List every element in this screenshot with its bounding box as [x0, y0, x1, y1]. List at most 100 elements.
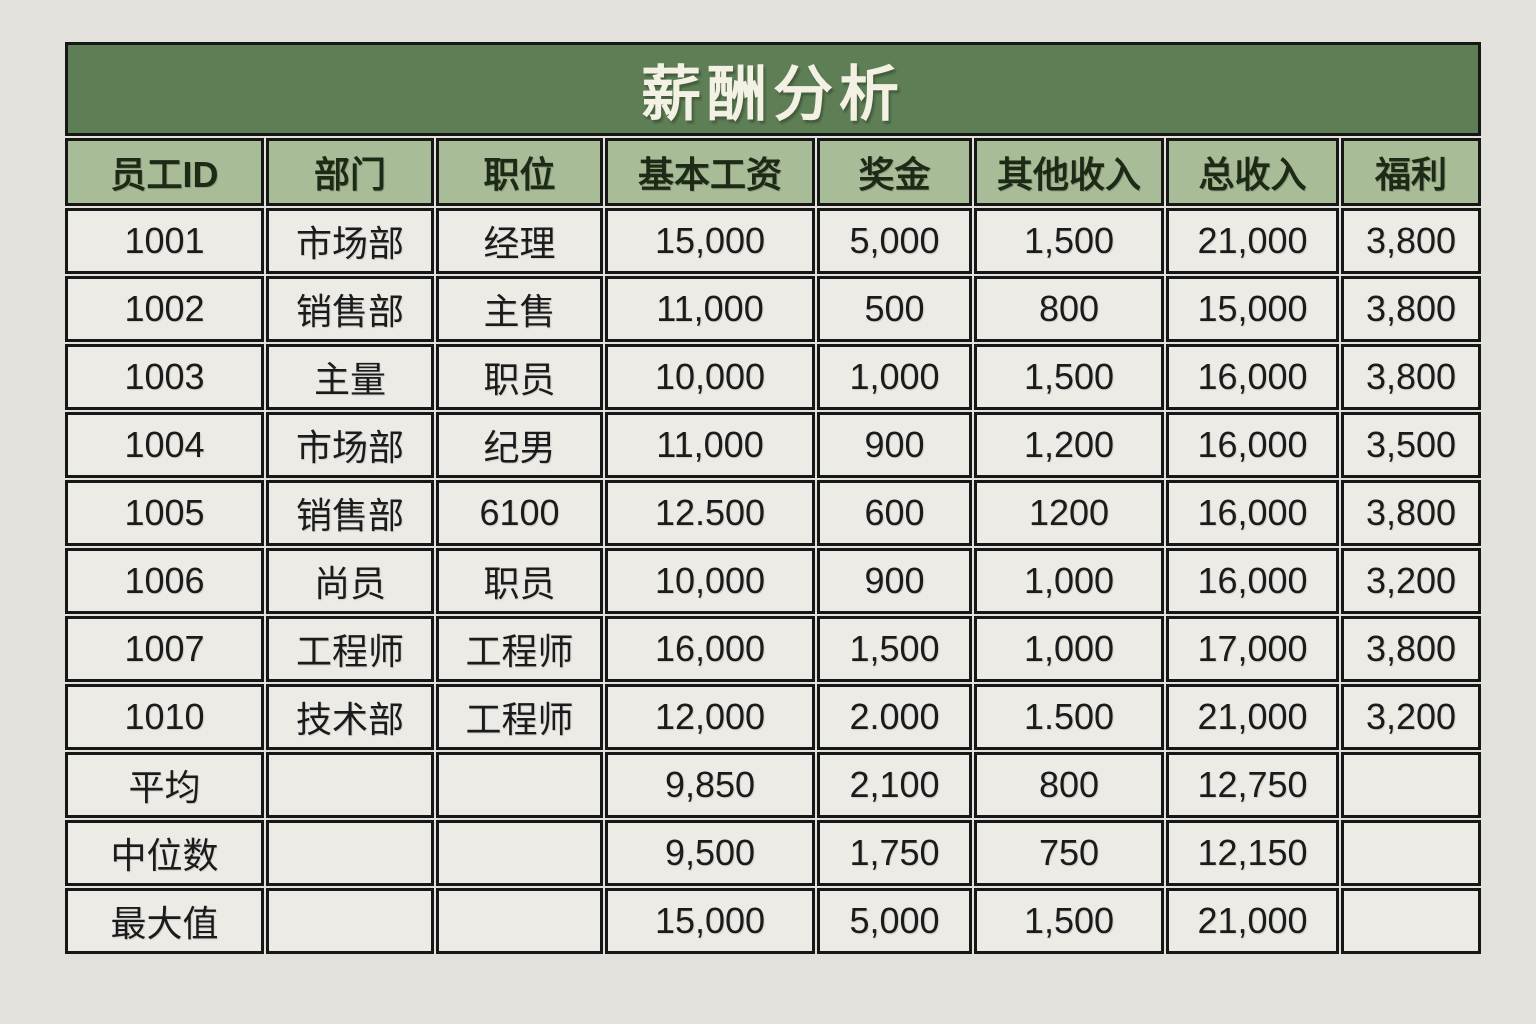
table-row: 1001 市场部 经理 15,000 5,000 1,500 21,000 3,800 [65, 208, 1481, 274]
cell: 职员 [436, 548, 603, 614]
cell: 1007 [65, 616, 264, 682]
cell: 9,850 [605, 752, 815, 818]
cell: 工程师 [436, 684, 603, 750]
title-row: 薪酬分析 [65, 42, 1481, 136]
cell: 11,000 [605, 412, 815, 478]
cell: 17,000 [1166, 616, 1339, 682]
cell: 工程师 [436, 616, 603, 682]
cell: 12,750 [1166, 752, 1339, 818]
cell: 1,000 [974, 616, 1164, 682]
cell: 15,000 [1166, 276, 1339, 342]
cell [436, 820, 603, 886]
cell: 5,000 [817, 208, 972, 274]
cell: 3,800 [1341, 276, 1481, 342]
cell: 10,000 [605, 548, 815, 614]
cell [266, 888, 434, 954]
salary-analysis-sheet: 薪酬分析 员工ID 部门 职位 基本工资 奖金 其他收入 总收入 福利 1001 市场部 经理 15… [63, 40, 1483, 956]
cell: 3,200 [1341, 684, 1481, 750]
column-header: 职位 [436, 138, 603, 206]
cell: 最大值 [65, 888, 264, 954]
cell: 2,100 [817, 752, 972, 818]
cell: 16,000 [1166, 480, 1339, 546]
cell: 1,500 [974, 344, 1164, 410]
page-title: 薪酬分析 [65, 42, 1481, 136]
cell: 销售部 [266, 276, 434, 342]
cell: 职员 [436, 344, 603, 410]
table-body: 1001 市场部 经理 15,000 5,000 1,500 21,000 3,800 1002… [65, 208, 1481, 954]
cell: 15,000 [605, 888, 815, 954]
cell: 1.500 [974, 684, 1164, 750]
cell: 中位数 [65, 820, 264, 886]
cell [436, 888, 603, 954]
table-row: 1004 市场部 纪男 11,000 900 1,200 16,000 3,500 [65, 412, 1481, 478]
table-row: 1002 销售部 主售 11,000 500 800 15,000 3,800 [65, 276, 1481, 342]
cell: 平均 [65, 752, 264, 818]
salary-table: 薪酬分析 员工ID 部门 职位 基本工资 奖金 其他收入 总收入 福利 1001 市场部 经理 15… [63, 40, 1483, 956]
cell: 21,000 [1166, 888, 1339, 954]
cell: 900 [817, 548, 972, 614]
cell: 10,000 [605, 344, 815, 410]
cell: 12,000 [605, 684, 815, 750]
cell: 销售部 [266, 480, 434, 546]
cell: 1003 [65, 344, 264, 410]
cell: 1001 [65, 208, 264, 274]
table-row: 1006 尚员 职员 10,000 900 1,000 16,000 3,200 [65, 548, 1481, 614]
cell: 1,200 [974, 412, 1164, 478]
cell: 尚员 [266, 548, 434, 614]
cell: 16,000 [1166, 412, 1339, 478]
cell: 15,000 [605, 208, 815, 274]
cell: 1,500 [817, 616, 972, 682]
cell: 600 [817, 480, 972, 546]
column-header: 部门 [266, 138, 434, 206]
table-row: 1005 销售部 6100 12.500 600 1200 16,000 3,800 [65, 480, 1481, 546]
table-row: 1007 工程师 工程师 16,000 1,500 1,000 17,000 3,800 [65, 616, 1481, 682]
column-header: 其他收入 [974, 138, 1164, 206]
cell: 1006 [65, 548, 264, 614]
cell [436, 752, 603, 818]
cell: 16,000 [605, 616, 815, 682]
cell: 21,000 [1166, 208, 1339, 274]
cell: 9,500 [605, 820, 815, 886]
cell: 3,800 [1341, 616, 1481, 682]
cell: 12.500 [605, 480, 815, 546]
cell: 1200 [974, 480, 1164, 546]
cell: 1,750 [817, 820, 972, 886]
cell: 技术部 [266, 684, 434, 750]
cell: 1004 [65, 412, 264, 478]
column-header: 福利 [1341, 138, 1481, 206]
cell: 900 [817, 412, 972, 478]
cell: 1010 [65, 684, 264, 750]
cell [1341, 752, 1481, 818]
cell: 1002 [65, 276, 264, 342]
cell: 12,150 [1166, 820, 1339, 886]
cell: 市场部 [266, 208, 434, 274]
column-header-row: 员工ID 部门 职位 基本工资 奖金 其他收入 总收入 福利 [65, 138, 1481, 206]
column-header: 奖金 [817, 138, 972, 206]
cell: 3,800 [1341, 344, 1481, 410]
cell: 纪男 [436, 412, 603, 478]
table-row: 中位数 9,500 1,750 750 12,150 [65, 820, 1481, 886]
cell: 主量 [266, 344, 434, 410]
cell: 16,000 [1166, 344, 1339, 410]
cell: 16,000 [1166, 548, 1339, 614]
cell [1341, 888, 1481, 954]
cell: 800 [974, 752, 1164, 818]
column-header: 总收入 [1166, 138, 1339, 206]
cell [266, 820, 434, 886]
column-header: 员工ID [65, 138, 264, 206]
cell: 3,800 [1341, 480, 1481, 546]
cell: 1,500 [974, 208, 1164, 274]
cell: 3,500 [1341, 412, 1481, 478]
table-row: 1003 主量 职员 10,000 1,000 1,500 16,000 3,800 [65, 344, 1481, 410]
cell [1341, 820, 1481, 886]
cell: 主售 [436, 276, 603, 342]
cell: 5,000 [817, 888, 972, 954]
table-row: 1010 技术部 工程师 12,000 2.000 1.500 21,000 3,200 [65, 684, 1481, 750]
cell: 3,200 [1341, 548, 1481, 614]
cell: 经理 [436, 208, 603, 274]
cell: 1,500 [974, 888, 1164, 954]
cell: 3,800 [1341, 208, 1481, 274]
cell: 2.000 [817, 684, 972, 750]
column-header: 基本工资 [605, 138, 815, 206]
cell: 750 [974, 820, 1164, 886]
